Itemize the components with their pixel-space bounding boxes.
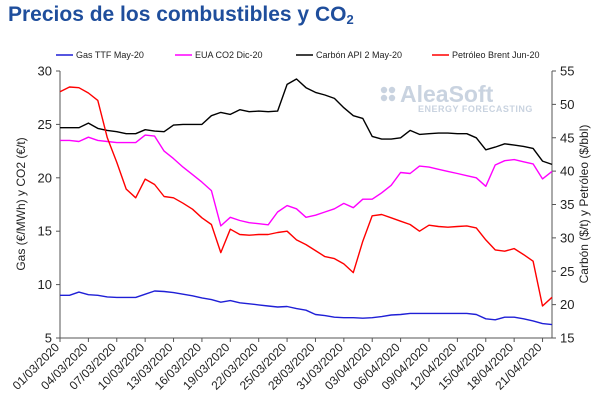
series-line-2 bbox=[60, 78, 553, 166]
left-tick-label: 10 bbox=[38, 277, 52, 292]
watermark-brand: AleaSoft bbox=[400, 81, 494, 107]
series-line-0 bbox=[60, 290, 553, 326]
chart-title: Precios de los combustibles y CO2 bbox=[8, 3, 354, 27]
right-tick-label: 50 bbox=[560, 97, 574, 112]
legend: Gas TTF May-20 EUA CO2 Dic-20 Carbón API 2… bbox=[56, 50, 540, 60]
series-lines bbox=[59, 78, 553, 326]
series-line-3 bbox=[59, 86, 553, 307]
right-tick-label: 35 bbox=[560, 197, 574, 212]
watermark: AleaSoft ENERGY FORECASTING bbox=[380, 81, 533, 114]
chart-title-subscript: 2 bbox=[346, 12, 354, 27]
right-axis-ticks: 15 20 25 30 35 40 45 50 55 bbox=[552, 64, 574, 346]
right-tick-label: 20 bbox=[560, 297, 574, 312]
right-tick-label: 30 bbox=[560, 230, 574, 245]
watermark-logo-dot bbox=[380, 94, 388, 102]
right-tick-label: 40 bbox=[560, 164, 574, 179]
legend-label-1: EUA CO2 Dic-20 bbox=[195, 50, 263, 60]
right-tick-label: 45 bbox=[560, 130, 574, 145]
watermark-logo-dot bbox=[388, 86, 396, 94]
left-tick-label: 5 bbox=[45, 331, 52, 346]
left-axis-title: Gas (€/MWh) y CO2 (€/t) bbox=[14, 137, 28, 270]
watermark-logo-dot bbox=[388, 94, 396, 102]
watermark-tagline: ENERGY FORECASTING bbox=[418, 104, 533, 114]
left-tick-label: 25 bbox=[38, 117, 52, 132]
watermark-logo-dot bbox=[380, 86, 388, 94]
left-axis-ticks: 5 10 15 20 25 30 bbox=[38, 64, 60, 346]
left-tick-label: 30 bbox=[38, 64, 52, 79]
right-tick-label: 55 bbox=[560, 64, 574, 79]
left-tick-label: 15 bbox=[38, 224, 52, 239]
legend-label-3: Petróleo Brent Jun-20 bbox=[452, 50, 540, 60]
legend-label-2: Carbón API 2 May-20 bbox=[316, 50, 402, 60]
chart-title-main: Precios de los combustibles y CO bbox=[8, 3, 347, 26]
series-line-1 bbox=[60, 134, 553, 227]
right-axis-title: Carbón ($/t) y Petróleo ($/bbl) bbox=[577, 125, 591, 284]
left-tick-label: 20 bbox=[38, 170, 52, 185]
legend-label-0: Gas TTF May-20 bbox=[76, 50, 144, 60]
right-tick-label: 15 bbox=[560, 331, 574, 346]
x-axis-ticks: 01/03/202004/03/202007/03/202010/03/2020… bbox=[10, 338, 545, 393]
right-tick-label: 25 bbox=[560, 264, 574, 279]
